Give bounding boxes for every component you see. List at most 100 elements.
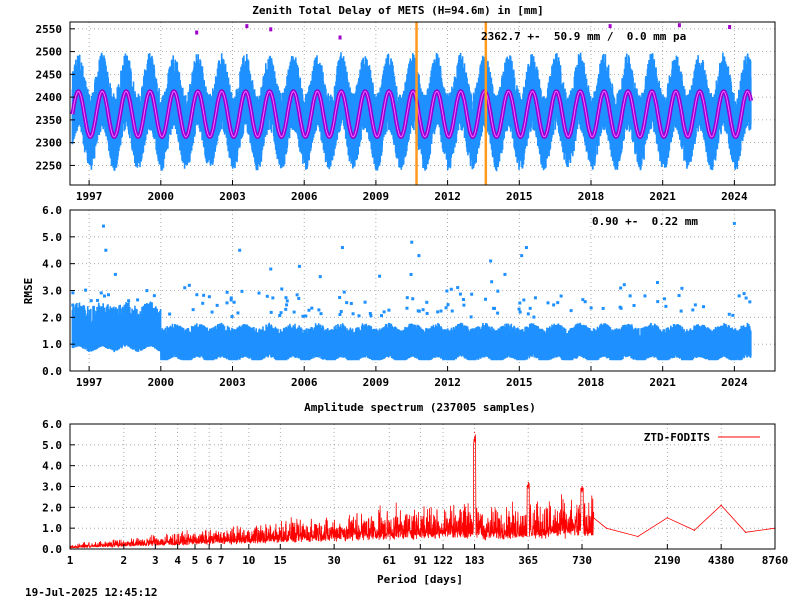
- y-tick-label: 0.0: [42, 543, 62, 556]
- rmse-scatter-point: [632, 304, 636, 308]
- rmse-scatter-point: [339, 310, 343, 314]
- spectrum-peak-point: [637, 535, 639, 538]
- x-tick-label: 30: [328, 554, 341, 567]
- rmse-scatter-point: [351, 312, 355, 316]
- rmse-scatter-point: [357, 314, 361, 318]
- ztd-outlier-point: [245, 24, 249, 29]
- y-tick-label: 5.0: [42, 439, 62, 452]
- rmse-panel: 1997 2000 2003 2006 2009 2012 2015 2018 2021 2024…: [22, 204, 776, 389]
- rmse-ticks: 1997 2000 2003 2006 2009 2012 2015 2018 2021 2024…: [42, 204, 748, 389]
- ztd-frame: [69, 21, 776, 186]
- x-tick-label: 2021: [649, 190, 676, 203]
- rmse-scatter-point: [691, 308, 695, 312]
- timestamp: 19-Jul-2025 12:45:12: [25, 586, 157, 599]
- rmse-scatter-point: [449, 287, 453, 291]
- rmse-scatter-point: [210, 310, 214, 314]
- spectrum-peak-point: [693, 529, 695, 531]
- rmse-scatter-point: [142, 313, 146, 317]
- rmse-ylabel: RMSE: [22, 278, 35, 305]
- rmse-scatter-point: [470, 292, 474, 296]
- rmse-scatter-point: [727, 312, 731, 316]
- y-tick-label: 4.0: [42, 258, 62, 271]
- rmse-scatter-point: [349, 301, 353, 305]
- rmse-scatter-point: [136, 298, 140, 302]
- rmse-outlier-point: [410, 240, 414, 244]
- rmse-scatter-point: [284, 296, 288, 300]
- rmse-scatter-point: [202, 293, 206, 297]
- y-tick-label: 1.0: [42, 522, 62, 535]
- rmse-outlier-point: [732, 221, 736, 225]
- x-tick-label: 2190: [654, 554, 681, 567]
- rmse-scatter-point: [301, 314, 305, 318]
- y-tick-label: 2400: [36, 91, 63, 104]
- rmse-scatter-point: [387, 308, 391, 312]
- spectrum-panel: 1 2 3 4 5 6 7 10 15 30 61 91 122 183 365 730 2190 4380 876…: [42, 401, 788, 586]
- rmse-scatter-point: [528, 306, 532, 310]
- rmse-scatter-point: [152, 294, 156, 298]
- rmse-scatter-point: [307, 308, 311, 312]
- rmse-outlier-point: [520, 254, 524, 258]
- rmse-scatter-point: [89, 299, 93, 303]
- x-tick-label: 2: [121, 554, 128, 567]
- y-tick-label: 1.0: [42, 338, 62, 351]
- rmse-scatter-point: [379, 314, 383, 318]
- rmse-scatter-point: [518, 310, 522, 314]
- rmse-scatter-point: [436, 310, 440, 314]
- rmse-scatter-point: [236, 311, 240, 315]
- rmse-scatter-point: [240, 289, 244, 293]
- y-tick-label: 2450: [36, 68, 63, 81]
- rmse-scatter-point: [99, 291, 103, 295]
- rmse-scatter-point: [444, 306, 448, 310]
- rmse-scatter-point: [297, 296, 301, 300]
- ztd-seasonal-model: [70, 89, 754, 140]
- rmse-scatter-point: [292, 310, 296, 314]
- rmse-scatter-point: [87, 315, 91, 319]
- rmse-scatter-point: [731, 313, 735, 317]
- rmse-scatter-point: [556, 301, 560, 305]
- x-tick-label: 2012: [434, 376, 461, 389]
- y-tick-label: 2.0: [42, 501, 62, 514]
- x-tick-label: 5: [192, 554, 199, 567]
- x-tick-label: 7: [218, 554, 225, 567]
- rmse-scatter-point: [310, 306, 314, 310]
- spectrum-ticks: 1 2 3 4 5 6 7 10 15 30 61 91 122 183 365 730 2190 4380 876…: [42, 418, 788, 567]
- rmse-outlier-point: [297, 264, 301, 268]
- y-tick-label: 3.0: [42, 481, 62, 494]
- x-tick-label: 1997: [76, 376, 103, 389]
- rmse-scatter-point: [318, 275, 322, 279]
- rmse-scatter-point: [345, 301, 349, 305]
- x-tick-label: 2024: [721, 376, 748, 389]
- rmse-scatter-point: [269, 310, 273, 314]
- rmse-scatter-point: [409, 272, 413, 276]
- rmse-scatter-point: [421, 308, 425, 312]
- spectrum-peak-point: [745, 531, 747, 533]
- rmse-outlier-point: [238, 248, 242, 252]
- y-tick-label: 4.0: [42, 460, 62, 473]
- rmse-scatter-point: [82, 307, 86, 311]
- x-tick-label: 2015: [506, 376, 533, 389]
- rmse-scatter-point: [702, 305, 706, 309]
- spectrum-peak-point: [581, 485, 583, 488]
- x-tick-label: 2018: [578, 376, 605, 389]
- x-tick-label: 91: [414, 554, 428, 567]
- rmse-scatter-point: [643, 294, 647, 298]
- rmse-scatter-point: [338, 296, 342, 300]
- spectrum-title: Amplitude spectrum (237005 samples): [304, 401, 536, 414]
- rmse-scatter-point: [425, 300, 429, 304]
- x-tick-label: 2003: [219, 190, 246, 203]
- spectrum-series-line: [69, 434, 776, 550]
- rmse-bars: [71, 301, 752, 361]
- spectrum-peak-point: [473, 431, 476, 433]
- rmse-scatter-point: [207, 295, 211, 299]
- x-tick-label: 2000: [148, 190, 175, 203]
- y-tick-label: 2250: [36, 159, 63, 172]
- x-tick-label: 183: [465, 554, 485, 567]
- ztd-events: [415, 22, 488, 185]
- rmse-scatter-point: [280, 287, 284, 291]
- rmse-scatter-point: [589, 306, 593, 310]
- rmse-scatter-point: [679, 309, 683, 313]
- rmse-scatter-point: [462, 303, 466, 307]
- rmse-scatter-point: [271, 296, 275, 300]
- y-tick-label: 2350: [36, 114, 63, 127]
